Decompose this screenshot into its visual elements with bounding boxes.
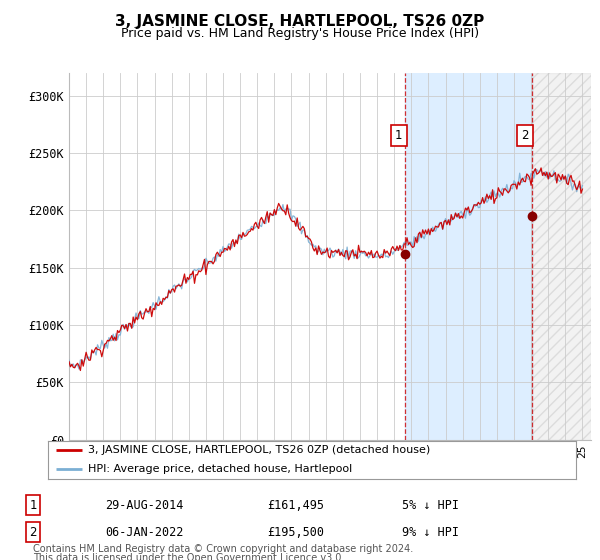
Text: HPI: Average price, detached house, Hartlepool: HPI: Average price, detached house, Hart… <box>88 464 352 474</box>
Text: Price paid vs. HM Land Registry's House Price Index (HPI): Price paid vs. HM Land Registry's House … <box>121 27 479 40</box>
Text: £195,500: £195,500 <box>267 525 324 539</box>
Bar <box>406 73 532 440</box>
Bar <box>532 73 591 440</box>
Bar <box>532 73 591 440</box>
Text: 3, JASMINE CLOSE, HARTLEPOOL, TS26 0ZP (detached house): 3, JASMINE CLOSE, HARTLEPOOL, TS26 0ZP (… <box>88 445 430 455</box>
Text: 06-JAN-2022: 06-JAN-2022 <box>105 525 184 539</box>
Text: 29-AUG-2014: 29-AUG-2014 <box>105 498 184 512</box>
Text: 5% ↓ HPI: 5% ↓ HPI <box>402 498 459 512</box>
Text: 9% ↓ HPI: 9% ↓ HPI <box>402 525 459 539</box>
Text: 2: 2 <box>521 129 529 142</box>
Text: 3, JASMINE CLOSE, HARTLEPOOL, TS26 0ZP: 3, JASMINE CLOSE, HARTLEPOOL, TS26 0ZP <box>115 14 485 29</box>
Text: This data is licensed under the Open Government Licence v3.0.: This data is licensed under the Open Gov… <box>33 553 344 560</box>
Text: Contains HM Land Registry data © Crown copyright and database right 2024.: Contains HM Land Registry data © Crown c… <box>33 544 413 554</box>
Text: £161,495: £161,495 <box>267 498 324 512</box>
Text: 2: 2 <box>29 525 37 539</box>
Text: 1: 1 <box>395 129 403 142</box>
Text: 1: 1 <box>29 498 37 512</box>
